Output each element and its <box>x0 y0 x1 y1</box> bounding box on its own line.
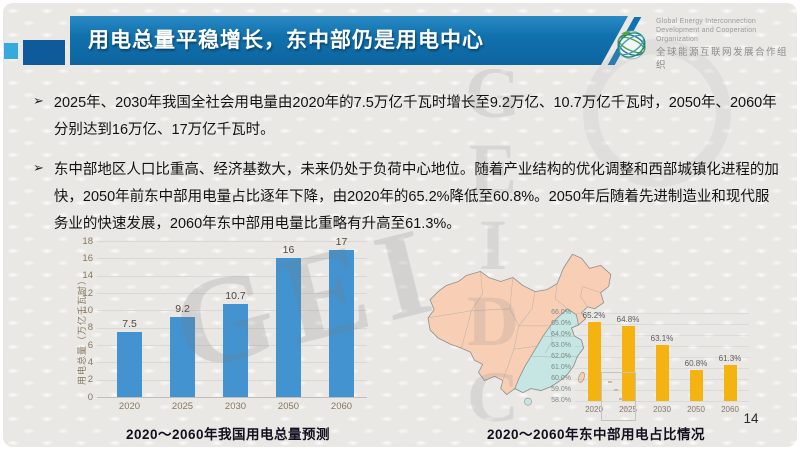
bar-value-label: 63.1% <box>650 333 674 343</box>
decor-navy-square <box>23 40 65 65</box>
y-axis-tick-label: 66.0% <box>551 309 571 316</box>
right-chart-caption: 2020～2060年东中部用电占比情况 <box>486 427 706 442</box>
x-axis-label: 2050 <box>687 405 705 414</box>
share-chart-plot: 66.0% 65.0% 64.0% 63.0% 62.0% 61.0% 60.0% 59.0%… <box>541 301 755 423</box>
page-number: 14 <box>743 411 759 426</box>
bar <box>587 321 601 401</box>
y-axis-tick-label: 64.0% <box>551 331 571 338</box>
y-axis-tick-label: 10 <box>82 304 93 316</box>
bar-value-label: 64.8% <box>616 315 640 325</box>
china-map <box>427 253 612 406</box>
y-axis-tick-label: 4 <box>87 356 93 368</box>
bar-value-label: 9.2 <box>175 303 190 316</box>
arrow-bullet-icon: ➢ <box>33 160 44 175</box>
grid-line <box>97 258 367 260</box>
bar <box>689 370 703 401</box>
national-chart-plot: 0 2 4 6 8 10 12 14 16 18 7.5 2020 9.2 2025 10.7 2030 16 2… <box>61 227 395 425</box>
province-borders <box>428 271 601 381</box>
org-name: Global Energy Interconnection Developmen… <box>656 17 797 72</box>
grid-line <box>575 324 749 325</box>
bar-value-label: 65.2% <box>582 310 606 320</box>
bullet-list: ➢ 2025年、2030年我国全社会用电量由2020年的7.5万亿千瓦时增长至9… <box>33 90 781 251</box>
bullet-text: 2025年、2030年我国全社会用电量由2020年的7.5万亿千瓦时增长至9.2… <box>53 95 777 138</box>
bar-value-label: 17 <box>335 235 348 248</box>
east-central-panel: 66.0% 65.0% 64.0% 63.0% 62.0% 61.0% 60.0% 59.0%… <box>423 246 759 426</box>
bar-value-label: 60.8% <box>684 359 708 369</box>
bar <box>223 304 248 397</box>
arrow-bullet-icon: ➢ <box>33 93 44 108</box>
bar <box>621 326 635 401</box>
y-axis-tick-label: 63.0% <box>551 342 571 349</box>
y-axis-tick-label: 65.0% <box>551 320 571 327</box>
bullet-item: ➢ 2025年、2030年我国全社会用电量由2020年的7.5万亿千瓦时增长至9… <box>33 90 781 144</box>
org-name-en-line2: Development and Cooperation Organization <box>656 27 757 43</box>
x-axis-label: 2030 <box>653 405 671 414</box>
grid-line <box>97 275 367 277</box>
bar-value-label: 7.5 <box>122 318 137 330</box>
leaf-accent <box>621 30 631 35</box>
y-axis-tick-label: 2 <box>87 374 93 386</box>
title-bar: 用电总量平稳增长，东中部仍是用电中心 <box>70 16 628 65</box>
bar-value-label: 61.3% <box>718 353 742 363</box>
grid-line <box>97 241 367 242</box>
y-axis-tick-label: 60.0% <box>551 375 571 382</box>
y-axis-tick-label: 14 <box>82 270 93 282</box>
x-axis-label: 2020 <box>118 401 141 412</box>
bar-value-label: 16 <box>282 244 295 257</box>
y-axis-tick-label: 12 <box>82 287 93 299</box>
x-axis-label: 2030 <box>224 401 247 412</box>
grid-line <box>575 401 749 402</box>
org-name-cn: 全球能源互联网发展合作组织 <box>656 47 789 71</box>
x-axis-line <box>97 397 367 398</box>
grid-line <box>575 313 749 314</box>
left-chart-caption: 2020～2060年我国用电总量预测 <box>125 427 331 442</box>
y-axis-tick-label: 0 <box>87 391 93 403</box>
y-axis-tick-label: 62.0% <box>551 353 571 360</box>
bar <box>117 332 142 397</box>
grid-line <box>97 293 367 294</box>
y-axis-tick-label: 16 <box>82 252 93 264</box>
page-title: 用电总量平稳增长，东中部仍是用电中心 <box>88 29 484 52</box>
globe-icon <box>617 30 646 59</box>
org-logo: Global Energy Interconnection Developmen… <box>613 17 797 72</box>
bar <box>655 344 669 401</box>
x-axis-label: 2020 <box>585 405 603 414</box>
y-axis-tick-label: 61.0% <box>551 364 571 371</box>
map-east-central-region <box>514 308 584 393</box>
y-axis-tick-label: 18 <box>82 235 93 247</box>
org-name-en-line1: Global Energy Interconnection <box>656 18 757 25</box>
y-axis-tick-label: 8 <box>87 322 93 334</box>
decor-cyan-square <box>4 43 18 59</box>
bullet-text: 东中部地区人口比重高、经济基数大，未来仍处于负荷中心地位。随着产业结构的优化调整… <box>53 162 779 232</box>
x-axis-label: 2050 <box>277 401 300 412</box>
x-axis-label: 2025 <box>171 401 194 412</box>
y-axis-tick-label: 59.0% <box>551 386 571 393</box>
slide: 用电总量平稳增长，东中部仍是用电中心 Global Energy Interco… <box>3 3 797 447</box>
bar <box>329 249 354 397</box>
y-axis-tick-label: 6 <box>87 339 93 351</box>
x-axis-label: 2060 <box>330 401 353 412</box>
map-taiwan <box>578 372 585 383</box>
map-hainan <box>524 397 532 406</box>
bar <box>170 317 195 397</box>
x-axis-label: 2060 <box>721 405 739 414</box>
bullet-item: ➢ 东中部地区人口比重高、经济基数大，未来仍处于负荷中心地位。随着产业结构的优化… <box>33 157 781 238</box>
south-china-sea-inset <box>601 372 636 421</box>
x-axis-label: 2025 <box>619 405 637 414</box>
y-axis-tick-label: 58.0% <box>551 397 571 404</box>
grid-line <box>575 335 749 336</box>
bar <box>723 364 737 401</box>
bar <box>276 258 301 397</box>
national-consumption-chart: 用电总量（万亿千瓦时） 0 2 4 6 8 10 12 14 16 18 7.5 2020 9.2 202… <box>61 227 395 425</box>
bar-value-label: 10.7 <box>225 290 246 303</box>
